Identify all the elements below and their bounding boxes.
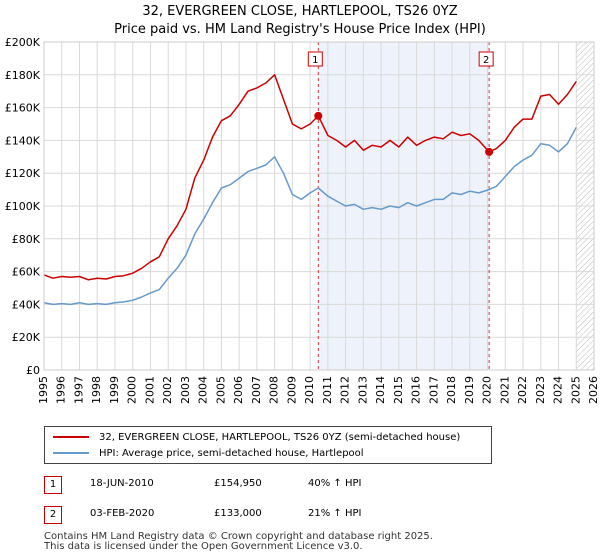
attribution-footer: Contains HM Land Registry data © Crown c… xyxy=(44,532,433,552)
transaction-date: 18-JUN-2010 xyxy=(90,478,154,489)
transaction-price: £154,950 xyxy=(214,478,262,489)
x-tick-label: 2022 xyxy=(516,376,529,404)
marker-label-box xyxy=(478,51,494,67)
footer-copyright: Contains HM Land Registry data © Crown c… xyxy=(44,531,433,542)
y-tick-label: £180K xyxy=(5,69,41,82)
x-tick-label: 2007 xyxy=(250,376,263,404)
legend-item-hpi: HPI: Average price, semi-detached house,… xyxy=(53,446,364,460)
chart-title-line2: Price paid vs. HM Land Registry's House … xyxy=(114,22,486,37)
transaction-price: £133,000 xyxy=(214,508,262,519)
plot-border xyxy=(43,41,595,371)
x-tick-label: 2015 xyxy=(392,376,405,404)
chart-plot: £0 £20K £40K £60K £80K £100K £120K £140K £160K £1… xyxy=(5,36,600,404)
x-tick-label: 2001 xyxy=(143,376,156,404)
x-tick-label: 2024 xyxy=(552,376,565,404)
x-tick-label: 2003 xyxy=(179,376,192,404)
y-tick-label: £100K xyxy=(5,200,41,213)
chart-legend: 32, EVERGREEN CLOSE, HARTLEPOOL, TS26 0Y… xyxy=(44,426,492,464)
footer-licence: This data is licensed under the Open Gov… xyxy=(44,541,363,552)
sale-point xyxy=(485,147,494,156)
y-tick-label: £160K xyxy=(5,102,41,115)
sale-point xyxy=(314,111,323,120)
x-tick-label: 2004 xyxy=(197,376,210,404)
y-tick-label: £80K xyxy=(12,233,41,246)
x-tick-label: 2019 xyxy=(463,376,476,404)
legend-swatch-hpi xyxy=(53,452,89,454)
legend-label-property: 32, EVERGREEN CLOSE, HARTLEPOOL, TS26 0Y… xyxy=(99,431,461,443)
y-tick-label: £200K xyxy=(5,36,41,49)
x-tick-label: 2006 xyxy=(232,376,245,404)
transaction-number-badge: 2 xyxy=(44,506,62,524)
x-tick-label: 2011 xyxy=(321,376,334,404)
x-tick-label: 2025 xyxy=(569,376,582,404)
x-tick-label: 2026 xyxy=(587,376,600,404)
legend-item-property: 32, EVERGREEN CLOSE, HARTLEPOOL, TS26 0Y… xyxy=(53,430,460,444)
x-tick-label: 1995 xyxy=(37,376,50,404)
x-tick-label: 2009 xyxy=(285,376,298,404)
chart-title-line1: 32, EVERGREEN CLOSE, HARTLEPOOL, TS26 0Y… xyxy=(142,4,458,19)
y-tick-label: £20K xyxy=(12,331,41,344)
x-tick-label: 1999 xyxy=(108,376,121,404)
y-tick-label: £140K xyxy=(5,134,41,147)
x-tick-label: 2017 xyxy=(427,376,440,404)
x-tick-label: 1997 xyxy=(72,376,85,404)
transaction-number-badge: 1 xyxy=(44,476,62,494)
x-tick-label: 2012 xyxy=(339,376,352,404)
x-tick-label: 2020 xyxy=(481,376,494,404)
x-tick-label: 2005 xyxy=(214,376,227,404)
x-tick-label: 1996 xyxy=(55,376,68,404)
y-tick-label: £60K xyxy=(12,266,41,279)
x-tick-label: 2016 xyxy=(410,376,423,404)
transaction-row: 2 03-FEB-2020 £133,000 21% ↑ HPI xyxy=(44,506,464,526)
transaction-hpi-change: 21% ↑ HPI xyxy=(308,508,362,519)
y-tick-label: £0 xyxy=(26,364,40,377)
x-tick-label: 2010 xyxy=(303,376,316,404)
transaction-hpi-change: 40% ↑ HPI xyxy=(308,478,362,489)
x-tick-label: 2018 xyxy=(445,376,458,404)
y-tick-label: £40K xyxy=(12,298,41,311)
legend-label-hpi: HPI: Average price, semi-detached house,… xyxy=(99,447,364,459)
marker-label-box xyxy=(307,51,323,67)
x-tick-label: 1998 xyxy=(90,376,103,404)
series-line-hpi xyxy=(43,126,577,306)
x-tick-label: 2008 xyxy=(268,376,281,404)
x-tick-label: 2002 xyxy=(161,376,174,404)
y-tick-label: £120K xyxy=(5,167,41,180)
transaction-row: 1 18-JUN-2010 £154,950 40% ↑ HPI xyxy=(44,476,464,496)
x-tick-label: 2023 xyxy=(534,376,547,404)
legend-swatch-property xyxy=(53,436,89,438)
x-tick-label: 2021 xyxy=(498,376,511,404)
x-tick-label: 2014 xyxy=(374,376,387,404)
marker-label: 1 xyxy=(312,55,318,66)
marker-label: 2 xyxy=(483,55,489,66)
x-tick-label: 2013 xyxy=(356,376,369,404)
transaction-date: 03-FEB-2020 xyxy=(90,508,155,519)
x-tick-label: 2000 xyxy=(126,376,139,404)
